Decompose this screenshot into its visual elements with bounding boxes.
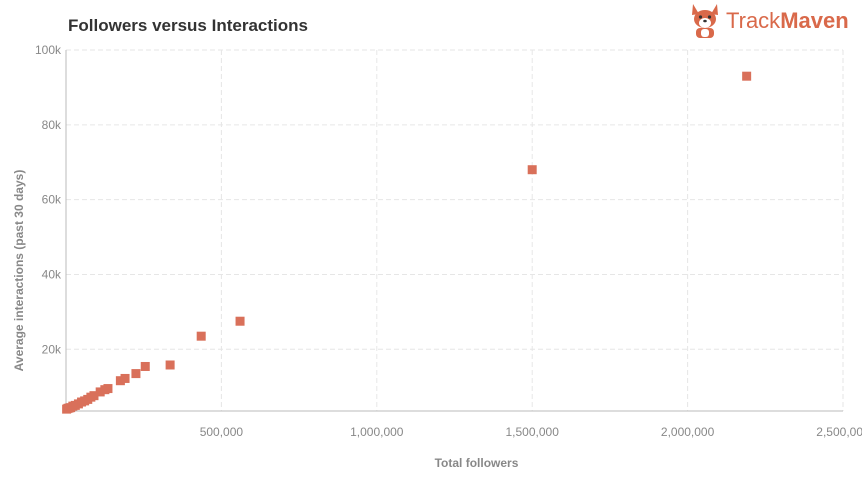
data-point: [165, 360, 175, 370]
y-tick-label: 20k: [42, 342, 62, 356]
x-tick-label: 1,000,000: [350, 425, 404, 439]
y-tick-label: 40k: [42, 267, 62, 281]
data-point: [131, 369, 141, 379]
brand-logo: TrackMaven: [688, 2, 858, 42]
brand-name: TrackMaven: [726, 8, 849, 34]
data-point: [95, 387, 105, 397]
x-tick-label: 2,500,000: [816, 425, 862, 439]
data-point: [196, 331, 206, 341]
data-points: [62, 71, 752, 414]
grid: [66, 49, 844, 411]
y-tick-label: 80k: [42, 118, 62, 132]
data-point: [235, 316, 245, 326]
y-axis-label: Average interactions (past 30 days): [12, 170, 26, 372]
brand-name-light: Track: [726, 8, 781, 33]
corgi-dog-icon: [692, 4, 718, 38]
axes: [65, 50, 843, 412]
tick-labels: 20k 40k 60k 80k 100k 500,000 1,000,000 1,500,00…: [35, 43, 862, 439]
brand-name-bold: Maven: [780, 8, 849, 33]
data-point: [120, 373, 130, 383]
y-tick-label: 60k: [42, 193, 62, 207]
x-axis-label: Total followers: [435, 456, 519, 470]
data-point: [527, 165, 537, 175]
x-tick-label: 2,000,000: [661, 425, 715, 439]
x-tick-label: 1,500,000: [506, 425, 560, 439]
data-point: [115, 376, 125, 386]
data-point: [742, 71, 752, 81]
x-tick-label: 500,000: [200, 425, 244, 439]
y-tick-label: 100k: [35, 43, 62, 57]
data-point: [140, 361, 150, 371]
data-point: [89, 391, 99, 401]
chart-title: Followers versus Interactions: [68, 16, 308, 35]
data-point: [103, 384, 113, 394]
